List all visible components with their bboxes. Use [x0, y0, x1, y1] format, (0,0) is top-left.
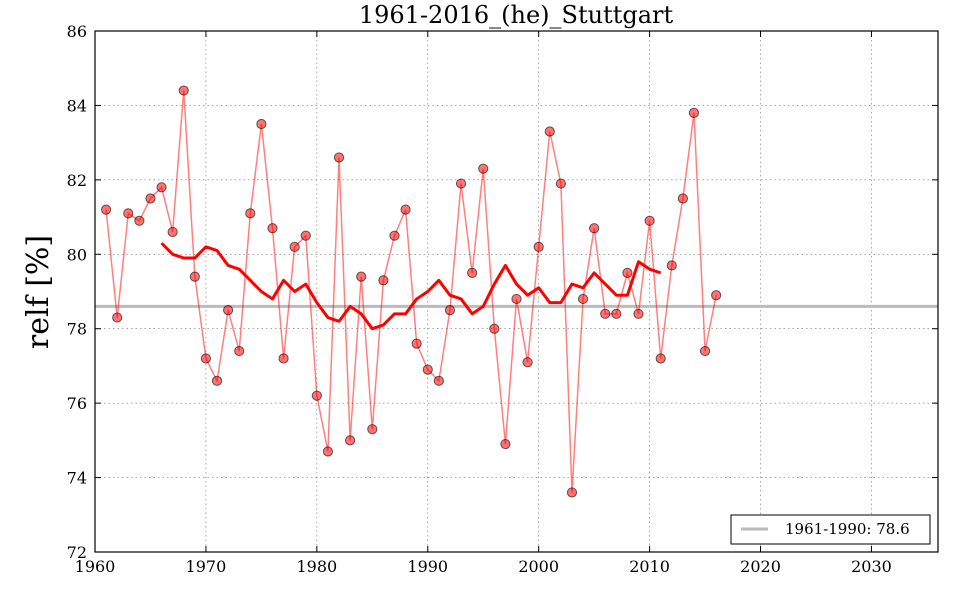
annual-data-point	[555, 178, 566, 189]
annual-data-point	[234, 345, 245, 357]
x-tick-label: 1990	[407, 557, 448, 576]
annual-data-point	[400, 204, 411, 215]
x-tick-label: 1960	[75, 557, 116, 576]
annual-data-point	[378, 275, 389, 286]
annual-data-point	[189, 271, 200, 282]
annual-data-point	[467, 267, 478, 278]
annual-data-point	[666, 260, 677, 271]
y-tick-label: 78	[67, 320, 87, 339]
y-tick-label: 76	[67, 394, 87, 413]
plot-frame	[94, 30, 939, 553]
annual-data-point	[267, 223, 278, 234]
x-tick-label: 2030	[851, 557, 892, 576]
annual-data-point	[489, 323, 500, 334]
annual-data-point	[311, 390, 322, 401]
annual-data-point	[500, 438, 511, 450]
x-tick-label: 2000	[518, 557, 559, 576]
annual-data-point	[145, 193, 156, 204]
y-tick-label: 82	[67, 171, 87, 190]
annual-data-point	[123, 208, 134, 219]
annual-data-point	[134, 215, 145, 226]
annual-data-point	[389, 230, 400, 241]
x-tick-label: 1980	[296, 557, 337, 576]
legend: 1961-1990: 78.6	[730, 514, 931, 545]
annual-data-point	[411, 338, 422, 349]
annual-data-point	[367, 424, 378, 435]
annual-data-point	[711, 290, 722, 301]
annual-data-point	[356, 271, 367, 282]
annual-data-point	[455, 178, 467, 189]
x-tick-label: 2010	[629, 557, 670, 576]
annual-data-point	[611, 308, 622, 319]
annual-data-point	[223, 305, 234, 316]
annual-data-point	[422, 364, 433, 375]
annual-data-point	[256, 118, 267, 130]
moving-average-line	[160, 242, 662, 331]
annual-data-point	[677, 193, 688, 204]
annual-data-point	[644, 215, 655, 226]
y-tick-label: 72	[67, 543, 87, 562]
annual-data-point	[289, 241, 300, 252]
annual-data-point	[622, 267, 633, 278]
annual-data-point	[544, 126, 555, 137]
y-tick-label: 86	[67, 22, 87, 41]
annual-data-point	[655, 353, 666, 364]
legend-box	[730, 514, 931, 545]
annual-data-point	[200, 353, 212, 364]
y-tick-label: 74	[67, 469, 87, 488]
annual-data-point	[589, 223, 600, 234]
annual-data-point	[478, 163, 489, 174]
legend-entry-label: 1961-1990: 78.6	[785, 520, 910, 538]
annual-data-point	[699, 345, 711, 357]
annual-data-point	[600, 308, 611, 319]
annual-data-point	[178, 85, 189, 96]
annual-data-point	[433, 375, 444, 386]
annual-data-point	[444, 305, 456, 316]
annual-data-point	[577, 293, 589, 305]
annual-data-point	[300, 230, 311, 241]
annual-data-point	[211, 375, 223, 386]
y-axis-label: relf [%]	[21, 235, 56, 349]
annual-data-point	[156, 182, 167, 193]
chart-title: 1961-2016_(he)_Stuttgart	[359, 1, 674, 29]
annual-data-point	[333, 152, 345, 163]
x-tick-label: 1970	[186, 557, 227, 576]
annual-data-point	[511, 293, 522, 305]
y-tick-label: 84	[67, 96, 87, 115]
annual-data-point	[112, 312, 123, 323]
annual-data-point	[522, 357, 533, 368]
annual-data-point	[533, 241, 544, 252]
plot-area: 1960 1970 1980 1990 2000 2010 2020 2030 72 74 76 78…	[67, 22, 939, 576]
annual-data-point	[245, 208, 256, 219]
annual-data-point	[167, 226, 178, 238]
annual-data-point	[100, 204, 112, 215]
annual-data-point	[278, 353, 289, 364]
x-tick-label: 2020	[740, 557, 781, 576]
annual-data-point	[688, 107, 700, 118]
annual-data-point	[345, 435, 356, 446]
annual-data-point	[566, 487, 578, 498]
y-tick-label: 80	[67, 245, 87, 264]
annual-data-point	[633, 308, 644, 319]
annual-data-point	[322, 446, 334, 457]
annual-series-line	[105, 90, 717, 493]
